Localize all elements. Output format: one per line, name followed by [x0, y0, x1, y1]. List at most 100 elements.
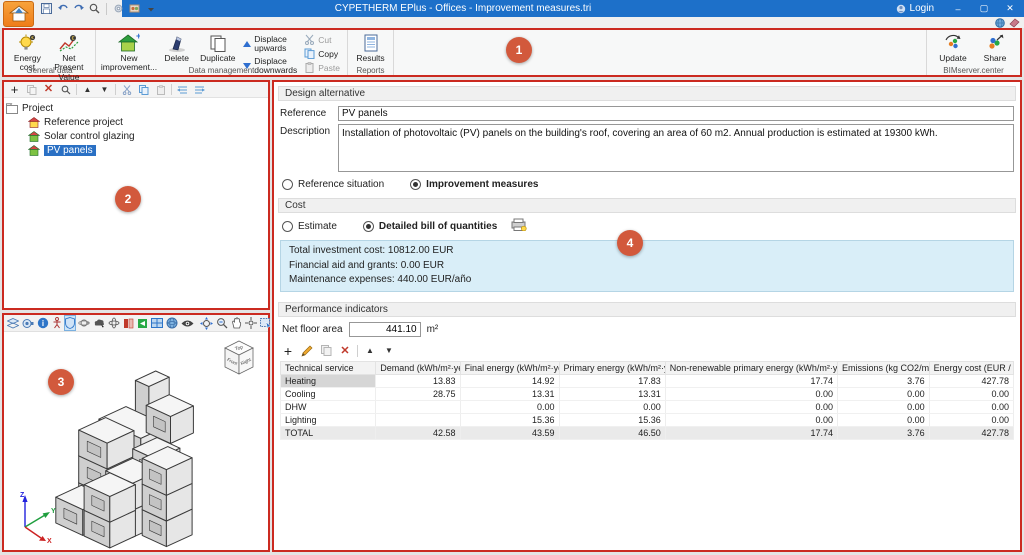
paste-button[interactable]: Paste	[304, 62, 340, 75]
indicator-down-icon[interactable]: ▼	[385, 346, 393, 355]
detailed-bill-radio[interactable]: Detailed bill of quantities	[362, 220, 497, 232]
zoom-fit-icon[interactable]	[200, 316, 213, 330]
cell-value: 14.92	[459, 374, 560, 388]
tree-node-solar-glazing[interactable]: Solar control glazing	[6, 129, 266, 143]
eye-icon[interactable]	[181, 316, 194, 330]
net-floor-area-input[interactable]	[348, 321, 421, 337]
radio-off-icon	[282, 220, 293, 232]
bill-of-quantities-icon[interactable]	[511, 218, 527, 234]
delete-button[interactable]: Delete	[158, 32, 195, 63]
indicator-up-icon[interactable]: ▲	[366, 346, 374, 355]
displace-downwards-button[interactable]: Displace downwards	[243, 56, 298, 75]
pan-icon[interactable]	[231, 316, 242, 330]
rotate-3d-icon[interactable]	[108, 316, 120, 330]
col-nonrenewable[interactable]: Non-renewable primary energy (kWh/m²·yea…	[664, 360, 839, 375]
mannequin-icon[interactable]	[52, 316, 62, 330]
edit-indicator-icon[interactable]	[300, 344, 314, 358]
qat-dropdown-icon[interactable]	[144, 2, 157, 15]
app-button[interactable]	[3, 1, 34, 27]
minimize-button[interactable]: –	[955, 3, 961, 14]
section-red-icon[interactable]	[123, 316, 134, 330]
view-cube[interactable]: Top Front Right	[218, 338, 260, 381]
situation-radio-group: Reference situation Improvement measures	[282, 179, 1014, 190]
section-green-icon[interactable]	[137, 316, 148, 330]
redo-icon[interactable]	[72, 2, 85, 15]
duplicate-button[interactable]: Duplicate	[195, 32, 240, 63]
col-demand[interactable]: Demand (kWh/m²·year)	[375, 360, 461, 375]
login-button[interactable]: Login	[886, 0, 944, 17]
window-view-icon[interactable]	[151, 316, 163, 330]
quick-access-toolbar	[40, 0, 157, 17]
model-3d-canvas[interactable]: Top Front Right Z Y X	[4, 332, 268, 550]
displace-upwards-button[interactable]: Displace upwards	[243, 35, 298, 53]
bimserver-help-icon[interactable]	[1009, 18, 1020, 31]
estimate-radio[interactable]: Estimate	[282, 220, 337, 232]
undo-icon[interactable]	[56, 2, 69, 15]
cell-value: 0.00	[664, 413, 839, 427]
save-icon[interactable]	[40, 2, 53, 15]
tree-node-pv-panels[interactable]: PV panels	[6, 143, 266, 157]
delete-indicator-icon[interactable]: ✕	[340, 345, 350, 357]
delete-icon	[167, 33, 187, 53]
shield-icon[interactable]	[64, 315, 76, 331]
move-up-icon[interactable]: ▲	[83, 84, 92, 94]
cell-service: DHW	[279, 400, 377, 414]
cut-node-icon[interactable]	[120, 83, 133, 96]
table-row-dhw[interactable]: DHW 0.00 0.00 0.00 0.00 0.00	[279, 400, 1015, 414]
results-button[interactable]: Results	[352, 32, 389, 63]
col-emissions[interactable]: Emissions (kg CO2/m²·year)	[837, 360, 930, 375]
energy-cost-button[interactable]: € Energy cost	[8, 32, 47, 73]
search-icon[interactable]	[88, 2, 101, 15]
reference-situation-radio[interactable]: Reference situation	[282, 179, 384, 190]
copy-button[interactable]: Copy	[304, 48, 340, 61]
cost-summary-box: Total investment cost: 10812.00 EUR Fina…	[280, 240, 1014, 292]
close-button[interactable]: ✕	[1006, 3, 1014, 13]
camera-icon[interactable]	[22, 316, 34, 330]
table-row-cooling[interactable]: Cooling 28.75 13.31 13.31 0.00 0.00 0.00	[279, 387, 1015, 401]
col-energy-cost[interactable]: Energy cost (EUR / year)	[928, 360, 1015, 375]
center-view-icon[interactable]	[245, 316, 257, 330]
duplicate-indicator-icon[interactable]	[319, 344, 333, 358]
new-improvement-button[interactable]: + New improvement...	[100, 32, 158, 73]
promote-branch-icon[interactable]	[176, 83, 189, 96]
add-indicator-icon[interactable]: +	[283, 342, 293, 359]
col-final-energy[interactable]: Final energy (kWh/m²·year)	[459, 360, 560, 375]
maximize-button[interactable]: ▢	[979, 3, 989, 13]
copy-node-icon[interactable]	[137, 83, 150, 96]
zoom-window-icon[interactable]	[216, 316, 228, 330]
net-present-value-button[interactable]: € Net Present Value	[47, 32, 91, 82]
update-label: Update	[939, 53, 967, 63]
tree-node-reference-project[interactable]: Reference project	[6, 115, 266, 129]
col-primary-energy[interactable]: Primary energy (kWh/m²·year)	[558, 360, 666, 375]
settings-icon[interactable]	[112, 2, 125, 15]
cut-button[interactable]: Cut	[304, 34, 340, 47]
table-row-lighting[interactable]: Lighting 15.36 15.36 0.00 0.00 0.00	[279, 413, 1015, 427]
share-button[interactable]: Share	[975, 32, 1015, 63]
table-row-total[interactable]: TOTAL 42.58 43.59 46.50 17.74 3.76 427.7…	[279, 425, 1015, 440]
performance-indicators-header: Performance indicators	[278, 301, 1016, 317]
improvement-measures-radio[interactable]: Improvement measures	[410, 179, 538, 190]
paste-node-icon[interactable]	[154, 83, 167, 96]
update-button[interactable]: Update	[931, 32, 975, 63]
add-icon[interactable]: +	[10, 82, 19, 97]
demote-branch-icon[interactable]	[193, 83, 206, 96]
search-node-icon[interactable]	[59, 83, 72, 96]
cell-value: 0.00	[928, 387, 1015, 401]
col-technical-service[interactable]: Technical service	[279, 360, 377, 375]
info-icon[interactable]: i	[37, 316, 49, 330]
delete-node-icon[interactable]: ✕	[43, 83, 54, 95]
cell-service: Lighting	[279, 413, 377, 427]
description-input[interactable]: Installation of photovoltaic (PV) panels…	[338, 124, 1014, 172]
pointer-cloud-icon[interactable]	[93, 316, 105, 330]
duplicate-node-icon[interactable]	[25, 83, 38, 96]
orbit-icon[interactable]	[78, 316, 90, 330]
render-globe-icon[interactable]	[166, 316, 178, 330]
table-row-heating[interactable]: Heating 13.83 14.92 17.83 17.74 3.76 427…	[279, 374, 1015, 388]
layers-icon[interactable]	[7, 316, 19, 330]
select-window-icon[interactable]	[260, 316, 272, 330]
tree-node-project[interactable]: Project	[6, 101, 266, 115]
globe-icon[interactable]	[995, 18, 1005, 31]
move-down-icon[interactable]: ▼	[100, 84, 109, 94]
resources-icon[interactable]	[128, 2, 141, 15]
reference-input[interactable]	[338, 106, 1014, 121]
